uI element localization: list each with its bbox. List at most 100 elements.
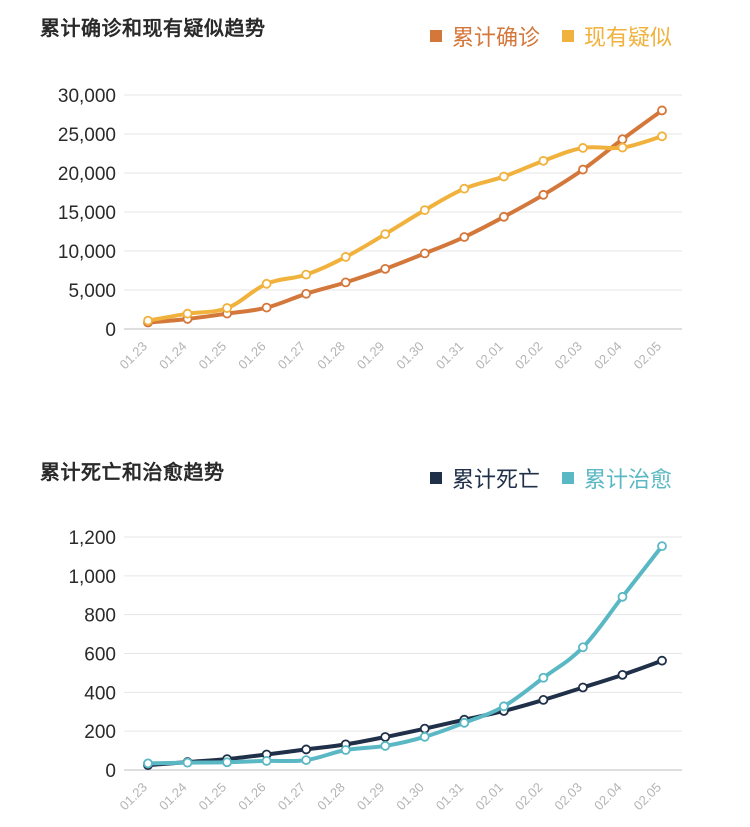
data-point — [498, 171, 509, 182]
legend-label: 累计死亡 — [451, 467, 540, 492]
y-tick-label: 25,000 — [58, 125, 116, 146]
data-point — [419, 248, 430, 259]
line-chart-confirmed-suspected: 0 5,000 10,000 15,000 20,000 25,000 30,000 01.2… — [58, 86, 682, 373]
series-line-2 — [146, 134, 664, 323]
chart-legend: 累计死亡 累计治愈 — [429, 462, 672, 494]
series-line-1 — [146, 108, 664, 325]
data-point — [380, 229, 391, 239]
x-tick-label: 01.30 — [393, 339, 427, 373]
y-tick-label: 200 — [84, 722, 116, 743]
data-point — [222, 757, 232, 768]
data-point — [301, 288, 312, 299]
y-tick-label: 1,000 — [68, 567, 116, 588]
data-point — [498, 211, 509, 222]
data-point — [419, 723, 430, 734]
x-tick-label: 02.05 — [631, 780, 665, 814]
data-point — [538, 189, 549, 200]
x-tick-label: 01.24 — [156, 339, 190, 373]
y-tick-label: 10,000 — [58, 242, 116, 263]
x-tick-label: 01.28 — [314, 339, 348, 373]
chart-legend: 累计确诊 现有疑似 — [429, 20, 672, 52]
data-point — [538, 155, 549, 166]
data-point — [419, 731, 430, 742]
chart-panel-confirmed-suspected: 累计确诊和现有疑似趋势 累计确诊 现有疑似 0 5,000 10,000 15,000… — [0, 0, 750, 400]
x-tick-label: 01.26 — [235, 780, 269, 814]
data-point — [538, 672, 549, 683]
x-tick-label: 01.26 — [235, 339, 269, 373]
x-tick-label: 02.03 — [551, 780, 585, 814]
data-point — [617, 669, 628, 680]
y-tick-label: 1,200 — [68, 528, 116, 549]
x-tick-label: 01.23 — [117, 339, 151, 373]
data-point — [617, 142, 628, 153]
y-tick-label: 0 — [105, 320, 116, 341]
data-point — [301, 744, 312, 755]
legend-item-deaths[interactable]: 累计死亡 — [429, 462, 540, 494]
data-point — [657, 131, 667, 142]
data-point — [340, 745, 351, 755]
legend-swatch — [429, 30, 442, 42]
x-tick-label: 01.30 — [393, 780, 427, 814]
data-point — [261, 755, 272, 766]
x-tick-label: 01.31 — [433, 339, 467, 373]
y-tick-label: 15,000 — [58, 203, 116, 224]
x-tick-label: 02.03 — [551, 339, 585, 373]
data-point — [261, 278, 272, 289]
data-point — [380, 741, 391, 751]
data-point — [657, 541, 667, 552]
x-tick-label: 01.29 — [354, 780, 388, 814]
x-tick-label: 01.27 — [275, 339, 309, 373]
data-point — [222, 303, 232, 313]
x-tick-label: 02.01 — [472, 339, 506, 373]
data-point — [617, 591, 628, 602]
data-point — [617, 134, 628, 145]
legend-label: 累计治愈 — [583, 467, 672, 492]
data-point — [380, 732, 391, 742]
data-point — [578, 143, 588, 153]
legend-item-suspected[interactable]: 现有疑似 — [561, 20, 672, 52]
x-tick-label: 02.01 — [472, 780, 506, 814]
data-point — [538, 695, 549, 705]
data-point — [340, 252, 351, 262]
legend-swatch — [429, 472, 442, 484]
x-tick-label: 01.27 — [275, 780, 309, 814]
x-tick-label: 02.05 — [631, 339, 665, 373]
y-tick-label: 800 — [84, 606, 116, 627]
data-point — [340, 277, 351, 288]
chart-panel-deaths-recovered: 累计死亡和治愈趋势 累计死亡 累计治愈 0 200 400 600 800 1,000 1,… — [0, 440, 750, 827]
data-point — [578, 164, 588, 175]
x-tick-label: 01.25 — [196, 780, 230, 814]
data-point — [261, 302, 272, 313]
data-point — [143, 758, 153, 769]
series-line-1 — [146, 658, 664, 768]
legend-label: 累计确诊 — [451, 25, 540, 50]
legend-item-recovered[interactable]: 累计治愈 — [561, 462, 672, 494]
legend-item-confirmed[interactable]: 累计确诊 — [429, 20, 540, 52]
y-tick-label: 400 — [84, 683, 116, 704]
data-point — [143, 315, 153, 326]
data-point — [578, 642, 588, 653]
x-tick-label: 01.29 — [354, 339, 388, 373]
x-tick-label: 01.23 — [117, 780, 151, 814]
chart-title: 累计死亡和治愈趋势 — [40, 462, 225, 484]
data-point — [380, 263, 391, 274]
x-tick-label: 01.24 — [156, 780, 190, 814]
data-point — [182, 757, 193, 768]
data-point — [657, 105, 667, 116]
y-tick-label: 600 — [84, 645, 116, 666]
y-tick-label: 20,000 — [58, 164, 116, 185]
chart-title: 累计确诊和现有疑似趋势 — [40, 18, 266, 40]
legend-swatch — [561, 472, 574, 484]
x-tick-label: 02.02 — [512, 339, 546, 373]
x-tick-label: 02.02 — [512, 780, 546, 814]
legend-swatch — [561, 30, 574, 42]
x-tick-label: 02.04 — [591, 339, 625, 373]
data-point — [182, 308, 193, 319]
data-point — [301, 755, 312, 765]
x-tick-label: 01.25 — [196, 339, 230, 373]
y-tick-label: 5,000 — [68, 281, 116, 302]
data-point — [657, 655, 667, 666]
data-point — [301, 269, 312, 280]
data-point — [419, 205, 430, 216]
